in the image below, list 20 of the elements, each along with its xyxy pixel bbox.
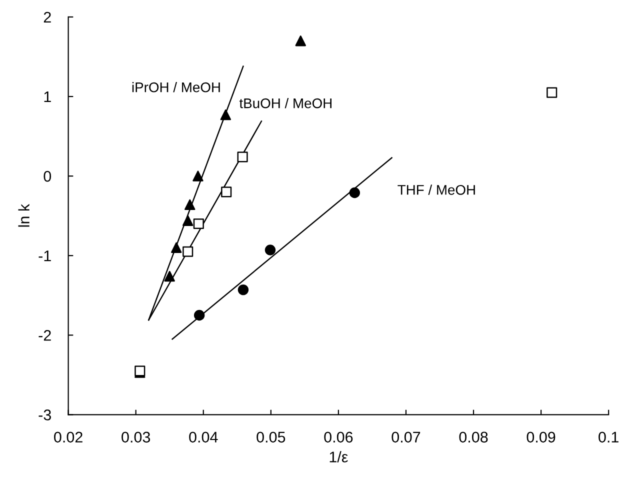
y-tick-label: 1 [44,92,51,102]
y-tick-label: -1 [38,250,51,262]
y-tick-label: -3 [38,410,51,420]
x-tick-label: 0.05 [256,432,286,443]
x-tick-label: 0.02 [54,432,82,443]
x-tick-label: 0.03 [122,432,150,443]
x-tick-label: 0.04 [189,432,218,443]
x-tick-label: 0.06 [324,432,353,443]
x-tick-label: 0.08 [459,432,488,443]
x-tick-label: 0.09 [526,432,556,443]
series-label: THF / MeOH [398,184,475,195]
y-tick-label: 0 [44,170,52,182]
y-axis-title: ln k [18,204,30,227]
series-label: iPrOH / MeOH [132,82,220,92]
x-axis-title: 1/ε [330,451,348,462]
y-tick-label: 2 [44,12,51,23]
x-tick-label: 0.1 [598,432,618,443]
y-tick-label: -2 [38,330,51,341]
series-label: tBuOH / MeOH [239,98,332,108]
x-tick-label: 0.07 [392,432,420,443]
